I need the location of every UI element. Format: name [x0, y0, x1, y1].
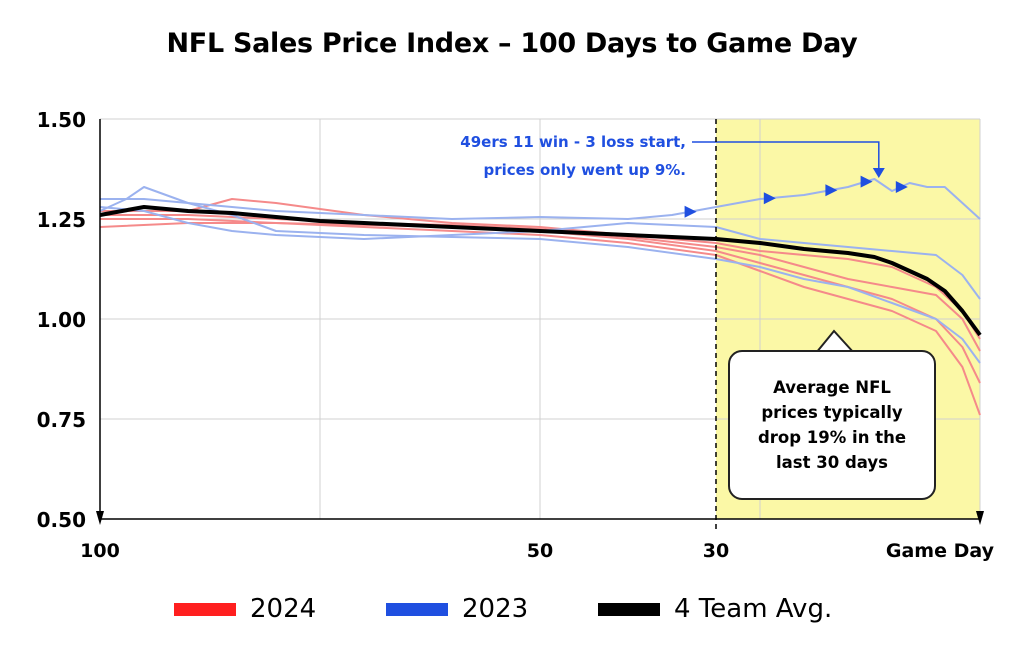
x-tick-label: 30 [703, 540, 729, 562]
legend-label-2023: 2023 [462, 594, 529, 624]
trend-arrow-marker [860, 175, 873, 188]
trend-arrow-marker [825, 184, 838, 197]
annotation-average-line4: last 30 days [776, 453, 888, 472]
x-tick-label: Game Day [886, 540, 995, 562]
series-line-avg [99, 205, 982, 337]
legend-label-avg: 4 Team Avg. [674, 594, 833, 624]
annotation-average-line2: prices typically [761, 403, 903, 422]
chart-legend: 2024 2023 4 Team Avg. [0, 594, 1024, 634]
annotation-49ers-line1: 49ers 11 win - 3 loss start, [460, 133, 686, 151]
y-tick-label: 1.25 [37, 208, 86, 232]
y-tick-label: 1.50 [37, 108, 86, 132]
legend-swatch-2024 [174, 602, 236, 616]
chart-plot: 0.50 0.75 1.00 1.25 1.50 100 50 30 Game Day [37, 108, 995, 562]
series-line-2023 [100, 178, 981, 220]
series-line-2023 [99, 206, 981, 300]
trend-arrow-marker [684, 205, 697, 218]
annotation-49ers-line2: prices only went up 9%. [483, 161, 686, 179]
x-tick-label: 50 [527, 540, 553, 562]
legend-item-2024: 2024 [174, 594, 316, 624]
annotation-arrowhead [872, 168, 885, 178]
chart-title: NFL Sales Price Index – 100 Days to Game… [166, 28, 858, 59]
annotation-average-line3: drop 19% in the [757, 428, 907, 447]
y-tick-label: 0.50 [37, 508, 86, 532]
legend-item-2023: 2023 [386, 594, 528, 624]
y-tick-label: 1.00 [37, 308, 86, 332]
axis-end-marker [96, 511, 104, 525]
annotation-49ers: 49ers 11 win - 3 loss start, prices only… [420, 128, 686, 184]
annotation-average-drop: Average NFL prices typically drop 19% in… [728, 350, 936, 500]
trend-arrow-marker [763, 192, 776, 205]
legend-swatch-2023 [386, 602, 448, 616]
y-tick-label: 0.75 [37, 408, 86, 432]
x-tick-label: 100 [80, 540, 120, 562]
annotation-connector [692, 141, 880, 170]
legend-item-avg: 4 Team Avg. [598, 594, 832, 624]
series-line-2023 [99, 186, 981, 364]
axis-end-marker [976, 511, 984, 525]
annotation-average-line1: Average NFL [773, 378, 891, 397]
legend-label-2024: 2024 [250, 594, 317, 624]
legend-swatch-avg [598, 602, 660, 616]
trend-arrow-marker [895, 181, 908, 193]
